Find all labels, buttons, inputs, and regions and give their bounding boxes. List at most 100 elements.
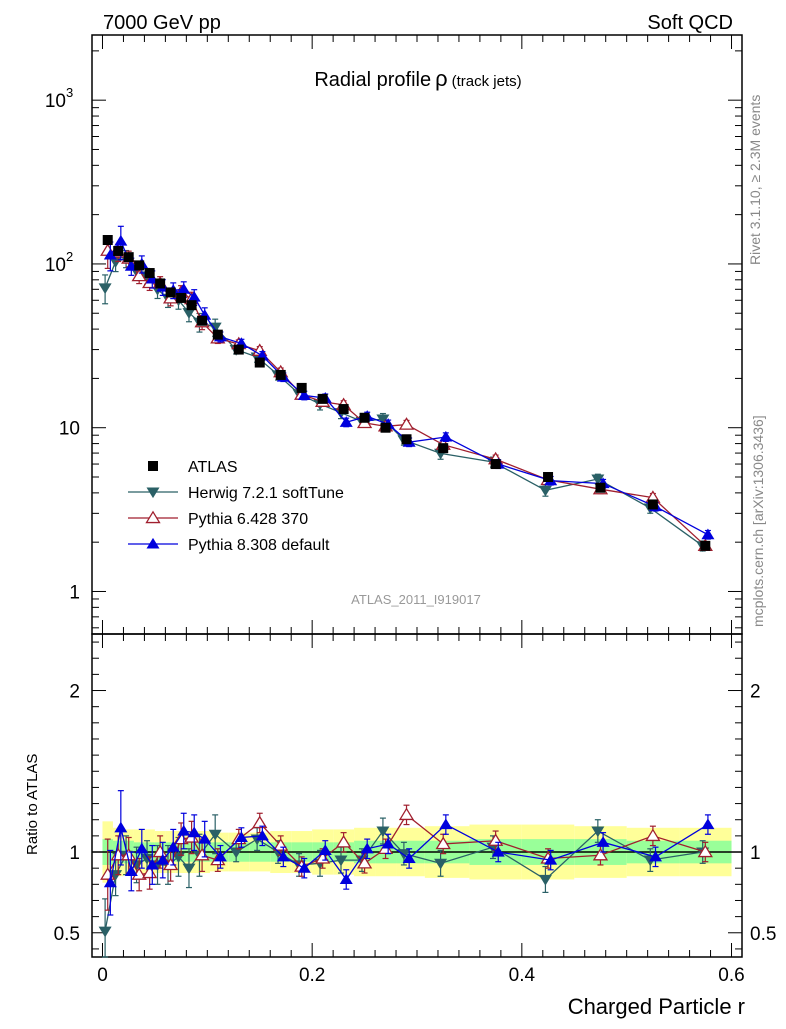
header-left: 7000 GeV pp bbox=[103, 12, 221, 34]
point-pythia-8-308-default bbox=[177, 283, 191, 294]
chart-title-suffix: (track jets) bbox=[452, 73, 522, 90]
point-atlas bbox=[543, 472, 554, 483]
ratio-point-herwig-7-2-1-softtune bbox=[229, 847, 243, 859]
point-pythia-8-308-default bbox=[103, 248, 117, 260]
legend-marker-pythia-8-308-default bbox=[146, 537, 160, 549]
ratio-point-pythia-6-428-370 bbox=[152, 844, 168, 858]
point-atlas bbox=[380, 422, 391, 433]
y-tick-label: 10 bbox=[45, 91, 66, 112]
ratio-point-herwig-7-2-1-softtune bbox=[182, 863, 196, 875]
ratio-point-pythia-8-308-default bbox=[402, 852, 416, 864]
x-tick-label: 0 bbox=[97, 965, 108, 986]
point-atlas bbox=[155, 278, 166, 289]
legend-marker-pythia-6-428-370 bbox=[145, 510, 161, 524]
ratio-point-pythia-8-308-default bbox=[166, 841, 180, 852]
point-atlas bbox=[102, 235, 113, 246]
point-pythia-6-428-370 bbox=[398, 417, 415, 430]
point-atlas bbox=[275, 369, 286, 380]
ratio-point-pythia-6-428-370 bbox=[592, 847, 609, 861]
ratio-point-pythia-8-308-default bbox=[491, 845, 505, 857]
legend-label-herwig-7-2-1-softtune: Herwig 7.2.1 softTune bbox=[188, 485, 344, 502]
ratio-point-herwig-7-2-1-softtune bbox=[376, 826, 390, 838]
ratio-point-pythia-8-308-default bbox=[596, 836, 610, 847]
ratio-frame bbox=[91, 633, 743, 958]
point-atlas bbox=[233, 344, 244, 355]
point-herwig-7-2-1-softtune bbox=[591, 474, 605, 486]
point-pythia-6-428-370 bbox=[131, 268, 147, 282]
point-herwig-7-2-1-softtune bbox=[182, 308, 196, 319]
rivet-label: Rivet 3.1.10, ≥ 2.3M events bbox=[747, 95, 763, 265]
ratio-point-pythia-8-308-default bbox=[213, 850, 227, 862]
point-pythia-8-308-default bbox=[297, 389, 311, 400]
ratio-point-pythia-8-308-default bbox=[544, 853, 558, 865]
y-tick-label: 10 bbox=[45, 255, 66, 276]
legend-marker-herwig-7-2-1-softtune bbox=[146, 487, 160, 499]
ratio-point-pythia-8-308-default bbox=[177, 824, 191, 836]
ratio-point-pythia-6-428-370 bbox=[356, 855, 373, 869]
point-atlas bbox=[317, 393, 328, 404]
x-tick-label: 0.6 bbox=[718, 965, 744, 986]
point-atlas bbox=[595, 482, 606, 493]
ratio-point-pythia-6-428-370 bbox=[435, 836, 451, 850]
point-atlas bbox=[113, 245, 124, 256]
point-atlas bbox=[176, 292, 187, 303]
legend: ATLAS Herwig 7.2.1 softTune Pythia 6.428 3… bbox=[128, 459, 344, 554]
point-herwig-7-2-1-softtune bbox=[98, 283, 112, 295]
ratio-point-pythia-8-308-default bbox=[234, 831, 248, 843]
ratio-point-pythia-8-308-default bbox=[198, 832, 212, 844]
ratio-y-label: Ratio to ATLAS bbox=[24, 754, 41, 855]
legend-marker-atlas bbox=[148, 461, 158, 471]
ratio-point-pythia-8-308-default bbox=[103, 876, 117, 888]
point-atlas bbox=[165, 287, 176, 298]
ratio-y-tick-label-right: 1 bbox=[750, 843, 761, 864]
point-pythia-8-308-default bbox=[114, 234, 128, 246]
y-tick-label: 1 bbox=[69, 582, 80, 603]
point-herwig-7-2-1-softtune bbox=[538, 485, 552, 497]
mcplots-label: mcplots.cern.ch [arXiv:1306.3436] bbox=[750, 415, 766, 627]
legend-label-atlas: ATLAS bbox=[188, 459, 238, 476]
ratio-point-pythia-8-308-default bbox=[649, 850, 663, 862]
point-pythia-8-308-default bbox=[701, 528, 715, 540]
ratio-point-pythia-6-428-370 bbox=[142, 865, 158, 879]
point-atlas bbox=[186, 300, 197, 311]
y-tick-exponent: 3 bbox=[66, 85, 73, 100]
legend-label-pythia-6-428-370: Pythia 6.428 370 bbox=[188, 511, 308, 528]
ratio-point-pythia-6-428-370 bbox=[252, 815, 268, 829]
legend-label-pythia-8-308-default: Pythia 8.308 default bbox=[188, 537, 330, 554]
point-atlas bbox=[197, 315, 208, 326]
point-atlas bbox=[490, 459, 501, 470]
ratio-point-pythia-6-428-370 bbox=[645, 828, 661, 842]
ratio-point-pythia-8-308-default bbox=[276, 850, 290, 862]
chart-title-symbol: ρ bbox=[435, 66, 448, 91]
point-atlas bbox=[123, 252, 134, 263]
point-atlas bbox=[647, 499, 658, 510]
point-atlas bbox=[144, 268, 155, 279]
ratio-point-pythia-8-308-default bbox=[114, 821, 128, 833]
ratio-point-pythia-8-308-default bbox=[145, 858, 159, 870]
point-atlas bbox=[296, 382, 307, 393]
point-atlas bbox=[338, 404, 349, 415]
ratio-point-pythia-8-308-default bbox=[124, 865, 138, 876]
y-tick-exponent: 2 bbox=[66, 249, 73, 264]
ratio-point-pythia-6-428-370 bbox=[335, 834, 352, 848]
point-atlas bbox=[134, 260, 145, 271]
point-atlas bbox=[212, 329, 223, 340]
ratio-point-herwig-7-2-1-softtune bbox=[334, 855, 348, 867]
ratio-point-herwig-7-2-1-softtune bbox=[98, 926, 112, 938]
ratio-point-pythia-8-308-default bbox=[439, 818, 453, 830]
ratio-point-pythia-8-308-default bbox=[701, 818, 715, 830]
chart-title: Radial profile ρ (track jets) bbox=[314, 66, 521, 91]
ratio-y-tick-label: 0.5 bbox=[54, 924, 80, 945]
ratio-point-pythia-6-428-370 bbox=[398, 807, 415, 821]
ratio-y-tick-label-right: 0.5 bbox=[750, 924, 776, 945]
chart-title-main: Radial profile bbox=[314, 69, 431, 91]
point-herwig-7-2-1-softtune bbox=[376, 414, 390, 426]
x-tick-label: 0.4 bbox=[509, 965, 536, 986]
ratio-point-pythia-8-308-default bbox=[381, 837, 395, 849]
point-atlas bbox=[438, 443, 449, 454]
ratio-y-tick-label: 2 bbox=[69, 682, 80, 703]
ratio-point-pythia-8-308-default bbox=[297, 862, 311, 873]
ratio-point-pythia-8-308-default bbox=[135, 842, 149, 854]
ratio-point-pythia-8-308-default bbox=[360, 842, 374, 854]
